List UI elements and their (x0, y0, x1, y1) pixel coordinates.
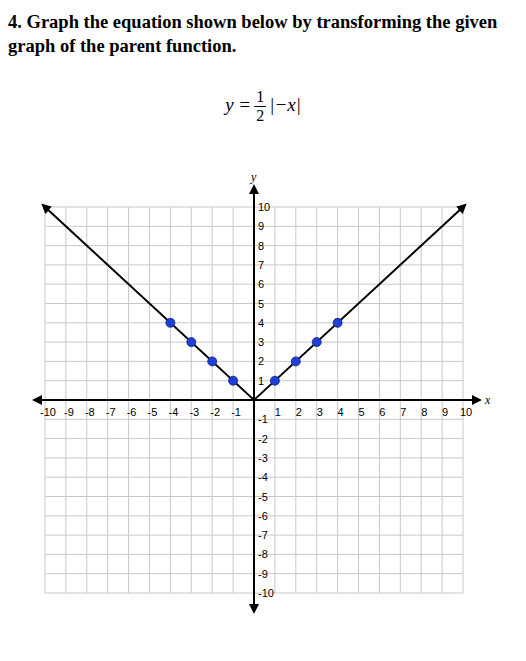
y-tick-label: -3 (258, 452, 268, 464)
x-tick-label: -10 (40, 406, 56, 418)
y-tick-label: 9 (258, 220, 264, 232)
y-tick-label: -1 (258, 413, 268, 425)
x-tick-label: -7 (106, 406, 116, 418)
equation-lhs: y = (225, 94, 251, 115)
x-tick-label: 4 (338, 406, 344, 418)
y-tick-label: 1 (258, 375, 264, 387)
problem-text: Graph the equation shown below by transf… (8, 12, 497, 56)
y-tick-label: 6 (258, 278, 264, 290)
parent-function-line (45, 207, 463, 400)
x-tick-label: 1 (275, 406, 281, 418)
y-tick-label: -8 (258, 548, 268, 560)
point (312, 338, 321, 347)
x-tick-label: -9 (64, 406, 74, 418)
x-tick-label: -3 (189, 406, 199, 418)
point (166, 318, 175, 327)
x-tick-label: -4 (169, 406, 179, 418)
y-tick-label: 2 (258, 355, 264, 367)
y-tick-label: 7 (258, 259, 264, 271)
prompt: 4. Graph the equation shown below by tra… (8, 10, 513, 58)
y-tick-label: -2 (258, 433, 268, 445)
x-tick-label: 10 (460, 406, 472, 418)
point (270, 376, 279, 385)
y-tick-label: 3 (258, 336, 264, 348)
equation: y =12|−x| (0, 88, 526, 125)
y-tick-label: -6 (258, 510, 268, 522)
x-tick-label: -5 (148, 406, 158, 418)
x-axis (37, 399, 477, 401)
y-tick-label: 10 (258, 201, 270, 213)
y-tick-label: -4 (258, 471, 268, 483)
y-tick-label: 4 (258, 317, 264, 329)
problem-number: 4. (8, 12, 22, 32)
point (187, 338, 196, 347)
chart: xy-10-9-8-7-6-5-4-3-2-112345678910-10-9-… (0, 0, 526, 661)
y-axis-label: y (250, 170, 257, 184)
y-tick-label: -10 (258, 587, 274, 599)
point (208, 357, 217, 366)
denominator: 2 (254, 107, 266, 125)
y-tick-label: -7 (258, 529, 268, 541)
point (229, 376, 238, 385)
x-tick-label: 2 (296, 406, 302, 418)
x-tick-label: -8 (85, 406, 95, 418)
x-tick-label: 9 (442, 406, 448, 418)
x-tick-label: -6 (127, 406, 137, 418)
numerator: 1 (254, 88, 266, 107)
x-tick-label: 3 (317, 406, 323, 418)
x-tick-label: -1 (231, 406, 241, 418)
y-tick-label: -5 (258, 491, 268, 503)
x-tick-label: -2 (210, 406, 220, 418)
point (291, 357, 300, 366)
x-tick-label: 5 (358, 406, 364, 418)
x-tick-label: 8 (421, 406, 427, 418)
equation-expression: |−x| (269, 94, 301, 115)
fraction: 12 (254, 88, 266, 125)
y-tick-label: -9 (258, 568, 268, 580)
plot-area (45, 207, 463, 400)
x-axis-label: x (484, 393, 491, 407)
y-tick-label: 8 (258, 240, 264, 252)
y-tick-label: 5 (258, 298, 264, 310)
x-tick-label: 6 (379, 406, 385, 418)
x-tick-label: 7 (400, 406, 406, 418)
point (333, 318, 342, 327)
